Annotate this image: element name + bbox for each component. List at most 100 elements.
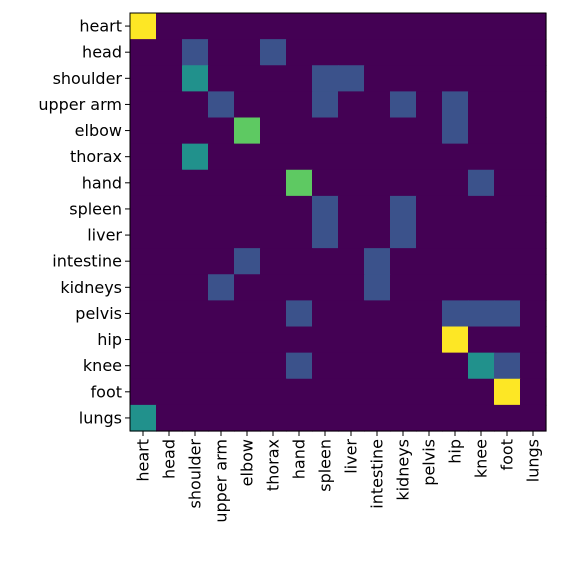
heatmap-cell-3-15 — [520, 91, 547, 119]
heatmap-cell-3-3 — [208, 91, 235, 119]
heatmap-cell-8-1 — [156, 222, 183, 249]
heatmap-cell-0-11 — [416, 13, 443, 40]
heatmap-cell-11-1 — [156, 300, 183, 328]
heatmap-cell-0-1 — [156, 13, 183, 40]
y-tick-label-3: upper arm — [38, 95, 122, 114]
y-tick-label-8: liver — [87, 226, 122, 245]
heatmap-cell-9-2 — [182, 248, 209, 275]
heatmap-cell-10-10 — [390, 274, 417, 301]
heatmap-cell-6-6 — [286, 169, 313, 197]
heatmap-cell-15-8 — [338, 404, 365, 432]
heatmap-cell-5-5 — [260, 143, 287, 171]
heatmap-cell-11-2 — [182, 300, 209, 328]
heatmap-cell-7-10 — [390, 195, 417, 223]
heatmap-cell-13-0 — [130, 352, 157, 380]
heatmap-cell-10-4 — [234, 274, 261, 301]
heatmap-cell-9-10 — [390, 248, 417, 275]
heatmap-cell-14-0 — [130, 378, 157, 406]
heatmap-cell-7-12 — [442, 195, 469, 223]
heatmap-cell-7-4 — [234, 195, 261, 223]
x-tick-label-3: upper arm — [212, 439, 231, 523]
heatmap-cell-12-4 — [234, 326, 261, 354]
heatmap-cell-7-1 — [156, 195, 183, 223]
heatmap-cell-1-10 — [390, 39, 417, 66]
y-axis: heart head shoulder upper arm elbow thorax han… — [38, 17, 130, 427]
heatmap-cell-14-9 — [364, 378, 391, 406]
heatmap-cell-10-11 — [416, 274, 443, 301]
heatmap-cell-11-0 — [130, 300, 157, 328]
heatmap-cell-5-8 — [338, 143, 365, 171]
heatmap-cell-11-11 — [416, 300, 443, 328]
x-tick-label-10: kidneys — [394, 439, 413, 501]
heatmap-cell-0-9 — [364, 13, 391, 40]
heatmap-cell-2-0 — [130, 65, 157, 92]
heatmap-cell-4-1 — [156, 117, 183, 145]
heatmap-cell-3-13 — [468, 91, 495, 119]
heatmap-cell-1-11 — [416, 39, 443, 66]
heatmap-cell-1-9 — [364, 39, 391, 66]
heatmap-cell-10-1 — [156, 274, 183, 301]
heatmap-cell-11-12 — [442, 300, 469, 328]
heatmap-cell-2-10 — [390, 65, 417, 92]
heatmap-cell-11-3 — [208, 300, 235, 328]
heatmap-cell-1-4 — [234, 39, 261, 66]
heatmap-cell-11-8 — [338, 300, 365, 328]
heatmap-cell-3-2 — [182, 91, 209, 119]
heatmap-cell-3-7 — [312, 91, 339, 119]
x-tick-label-11: pelvis — [420, 439, 439, 486]
heatmap-cell-4-15 — [520, 117, 547, 145]
heatmap-cell-4-14 — [494, 117, 521, 145]
heatmap-cell-9-13 — [468, 248, 495, 275]
heatmap-cell-14-11 — [416, 378, 443, 406]
heatmap-cell-2-6 — [286, 65, 313, 92]
heatmap-cell-1-13 — [468, 39, 495, 66]
heatmap-cell-15-11 — [416, 404, 443, 432]
heatmap-cell-8-11 — [416, 222, 443, 249]
heatmap-cell-9-3 — [208, 248, 235, 275]
heatmap-cell-2-2 — [182, 65, 209, 92]
heatmap-cell-8-14 — [494, 222, 521, 249]
heatmap-cell-0-8 — [338, 13, 365, 40]
heatmap-cell-7-9 — [364, 195, 391, 223]
x-tick-label-5: thorax — [264, 439, 283, 491]
heatmap-cell-0-4 — [234, 13, 261, 40]
heatmap-cell-3-4 — [234, 91, 261, 119]
heatmap-cell-6-13 — [468, 169, 495, 197]
heatmap-cell-11-14 — [494, 300, 521, 328]
heatmap-cell-2-13 — [468, 65, 495, 92]
heatmap-cell-4-7 — [312, 117, 339, 145]
heatmap-cell-1-1 — [156, 39, 183, 66]
heatmap-cell-15-5 — [260, 404, 287, 432]
heatmap-cell-10-2 — [182, 274, 209, 301]
heatmap-cell-13-1 — [156, 352, 183, 380]
heatmap-cell-9-12 — [442, 248, 469, 275]
heatmap-cell-8-15 — [520, 222, 547, 249]
heatmap-cell-2-7 — [312, 65, 339, 92]
y-tick-label-0: heart — [79, 17, 122, 36]
heatmap-cell-12-13 — [468, 326, 495, 354]
x-tick-label-14: foot — [498, 439, 517, 470]
heatmap-cell-9-8 — [338, 248, 365, 275]
heatmap-cell-7-15 — [520, 195, 547, 223]
heatmap-cell-5-14 — [494, 143, 521, 171]
heatmap-cell-14-6 — [286, 378, 313, 406]
heatmap-cell-12-5 — [260, 326, 287, 354]
heatmap-cell-12-8 — [338, 326, 365, 354]
heatmap-cell-10-3 — [208, 274, 235, 301]
heatmap-cell-1-5 — [260, 39, 287, 66]
heatmap-cell-0-5 — [260, 13, 287, 40]
heatmap-cell-15-3 — [208, 404, 235, 432]
heatmap-cell-13-15 — [520, 352, 547, 380]
heatmap-cell-6-12 — [442, 169, 469, 197]
heatmap-cell-7-7 — [312, 195, 339, 223]
heatmap-cell-2-5 — [260, 65, 287, 92]
heatmap-cell-8-7 — [312, 222, 339, 249]
heatmap-cell-3-11 — [416, 91, 443, 119]
heatmap-cell-11-10 — [390, 300, 417, 328]
heatmap-cell-9-11 — [416, 248, 443, 275]
heatmap-cell-14-8 — [338, 378, 365, 406]
heatmap-cell-10-8 — [338, 274, 365, 301]
heatmap-cell-14-10 — [390, 378, 417, 406]
heatmap-cell-2-9 — [364, 65, 391, 92]
heatmap-cell-1-14 — [494, 39, 521, 66]
